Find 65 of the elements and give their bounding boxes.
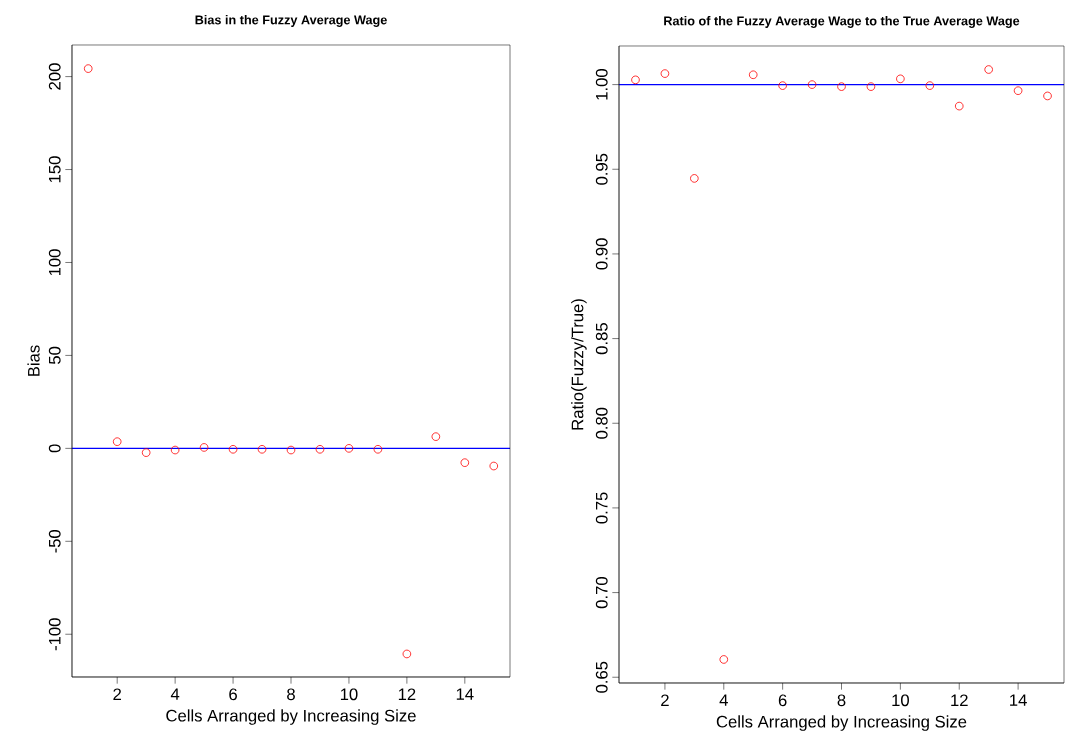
y-tick-label: 0.80	[595, 407, 608, 439]
point	[837, 82, 846, 91]
y-tick-label: -100	[48, 618, 61, 651]
x-tick-label: 12	[398, 688, 416, 701]
y-tick-label: 0.95	[595, 153, 608, 185]
x-tick-label: 14	[1010, 694, 1027, 706]
x-tick-label: 4	[719, 694, 728, 706]
x-tick-label: 14	[456, 688, 474, 700]
point	[315, 445, 325, 454]
x-tick-label: 8	[837, 694, 846, 707]
point	[690, 174, 699, 183]
x-axis-title: Cells Arranged by Increasing Size	[166, 709, 416, 725]
x-tick-label: 10	[340, 688, 358, 701]
x-tick-label: 2	[113, 688, 121, 701]
y-tick-label: 100	[48, 249, 61, 276]
x-axis-title: Cells Arranged by Increasing Size	[716, 715, 967, 731]
y-tick-label: 50	[48, 346, 61, 365]
point	[489, 461, 499, 471]
point	[925, 81, 935, 90]
point	[631, 75, 640, 85]
point	[431, 432, 441, 441]
y-tick-label: 150	[48, 156, 61, 183]
point	[199, 443, 209, 452]
point	[141, 448, 151, 457]
y-axis-title: Bias	[27, 345, 40, 376]
point	[748, 70, 758, 80]
chart-title: Bias in the Fuzzy Average Wage	[195, 15, 387, 27]
y-tick-label: 0.75	[595, 492, 608, 524]
x-tick-label: 2	[661, 694, 669, 707]
x-tick-label: 6	[778, 694, 787, 707]
x-tick-label: 8	[287, 688, 295, 701]
y-tick-label: 0.90	[595, 238, 608, 270]
y-tick-label: 1.00	[595, 69, 608, 100]
point	[83, 64, 93, 73]
point	[984, 65, 993, 74]
point	[112, 437, 122, 446]
y-tick-label: 0	[48, 444, 61, 453]
point	[1013, 86, 1023, 95]
x-tick-label: 12	[951, 694, 968, 707]
point	[170, 445, 180, 455]
point	[660, 69, 670, 78]
point	[1043, 91, 1052, 101]
point	[896, 74, 905, 84]
point	[402, 649, 412, 659]
y-axis-title: Ratio(Fuzzy/True)	[571, 299, 587, 430]
point	[719, 655, 729, 664]
point	[344, 444, 354, 453]
point	[286, 445, 296, 455]
x-tick-label: 10	[892, 694, 909, 707]
y-tick-label: 200	[48, 63, 61, 90]
x-tick-label: 4	[170, 688, 180, 700]
point	[373, 445, 383, 454]
point	[257, 445, 267, 454]
point	[228, 445, 238, 454]
x-tick-label: 6	[229, 688, 237, 701]
point	[778, 81, 787, 90]
y-tick-label: 0.65	[595, 661, 608, 693]
y-tick-label: 0.85	[595, 323, 608, 355]
y-tick-label: -50	[48, 529, 61, 553]
point	[460, 458, 470, 467]
point	[866, 82, 876, 91]
point	[954, 101, 964, 111]
point	[807, 80, 817, 89]
chart-title: Ratio of the Fuzzy Average Wage to the True Average Wage	[664, 16, 1020, 28]
y-tick-label: 0.70	[595, 577, 608, 609]
